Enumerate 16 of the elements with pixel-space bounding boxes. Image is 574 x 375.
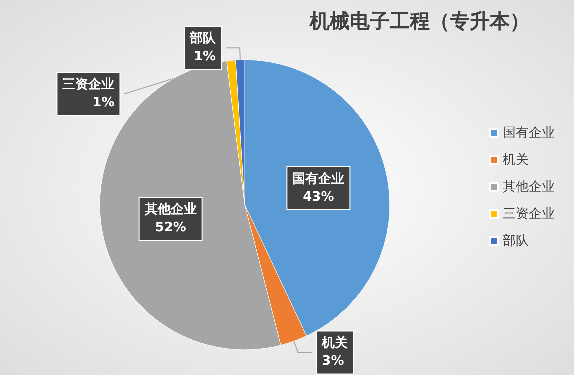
slice-label: 其他企业	[144, 202, 197, 218]
data-label: 43%	[303, 190, 334, 206]
slice-label: 国有企业	[292, 172, 345, 188]
data-label: 3%	[322, 354, 344, 370]
chart-title: 机械电子工程（专升本）	[309, 9, 530, 33]
data-label: 52%	[155, 220, 186, 236]
legend-label: 机关	[503, 153, 529, 168]
data-label: 1%	[194, 50, 216, 65]
legend-label: 其他企业	[503, 180, 555, 195]
slice-label: 部队	[189, 30, 218, 47]
legend-label: 部队	[503, 234, 529, 249]
legend-label: 国有企业	[503, 126, 555, 141]
slice-label: 机关	[321, 335, 350, 352]
data-label: 1%	[92, 96, 115, 111]
legend-label: 三资企业	[503, 207, 555, 222]
slice-label: 三资企业	[62, 78, 115, 93]
